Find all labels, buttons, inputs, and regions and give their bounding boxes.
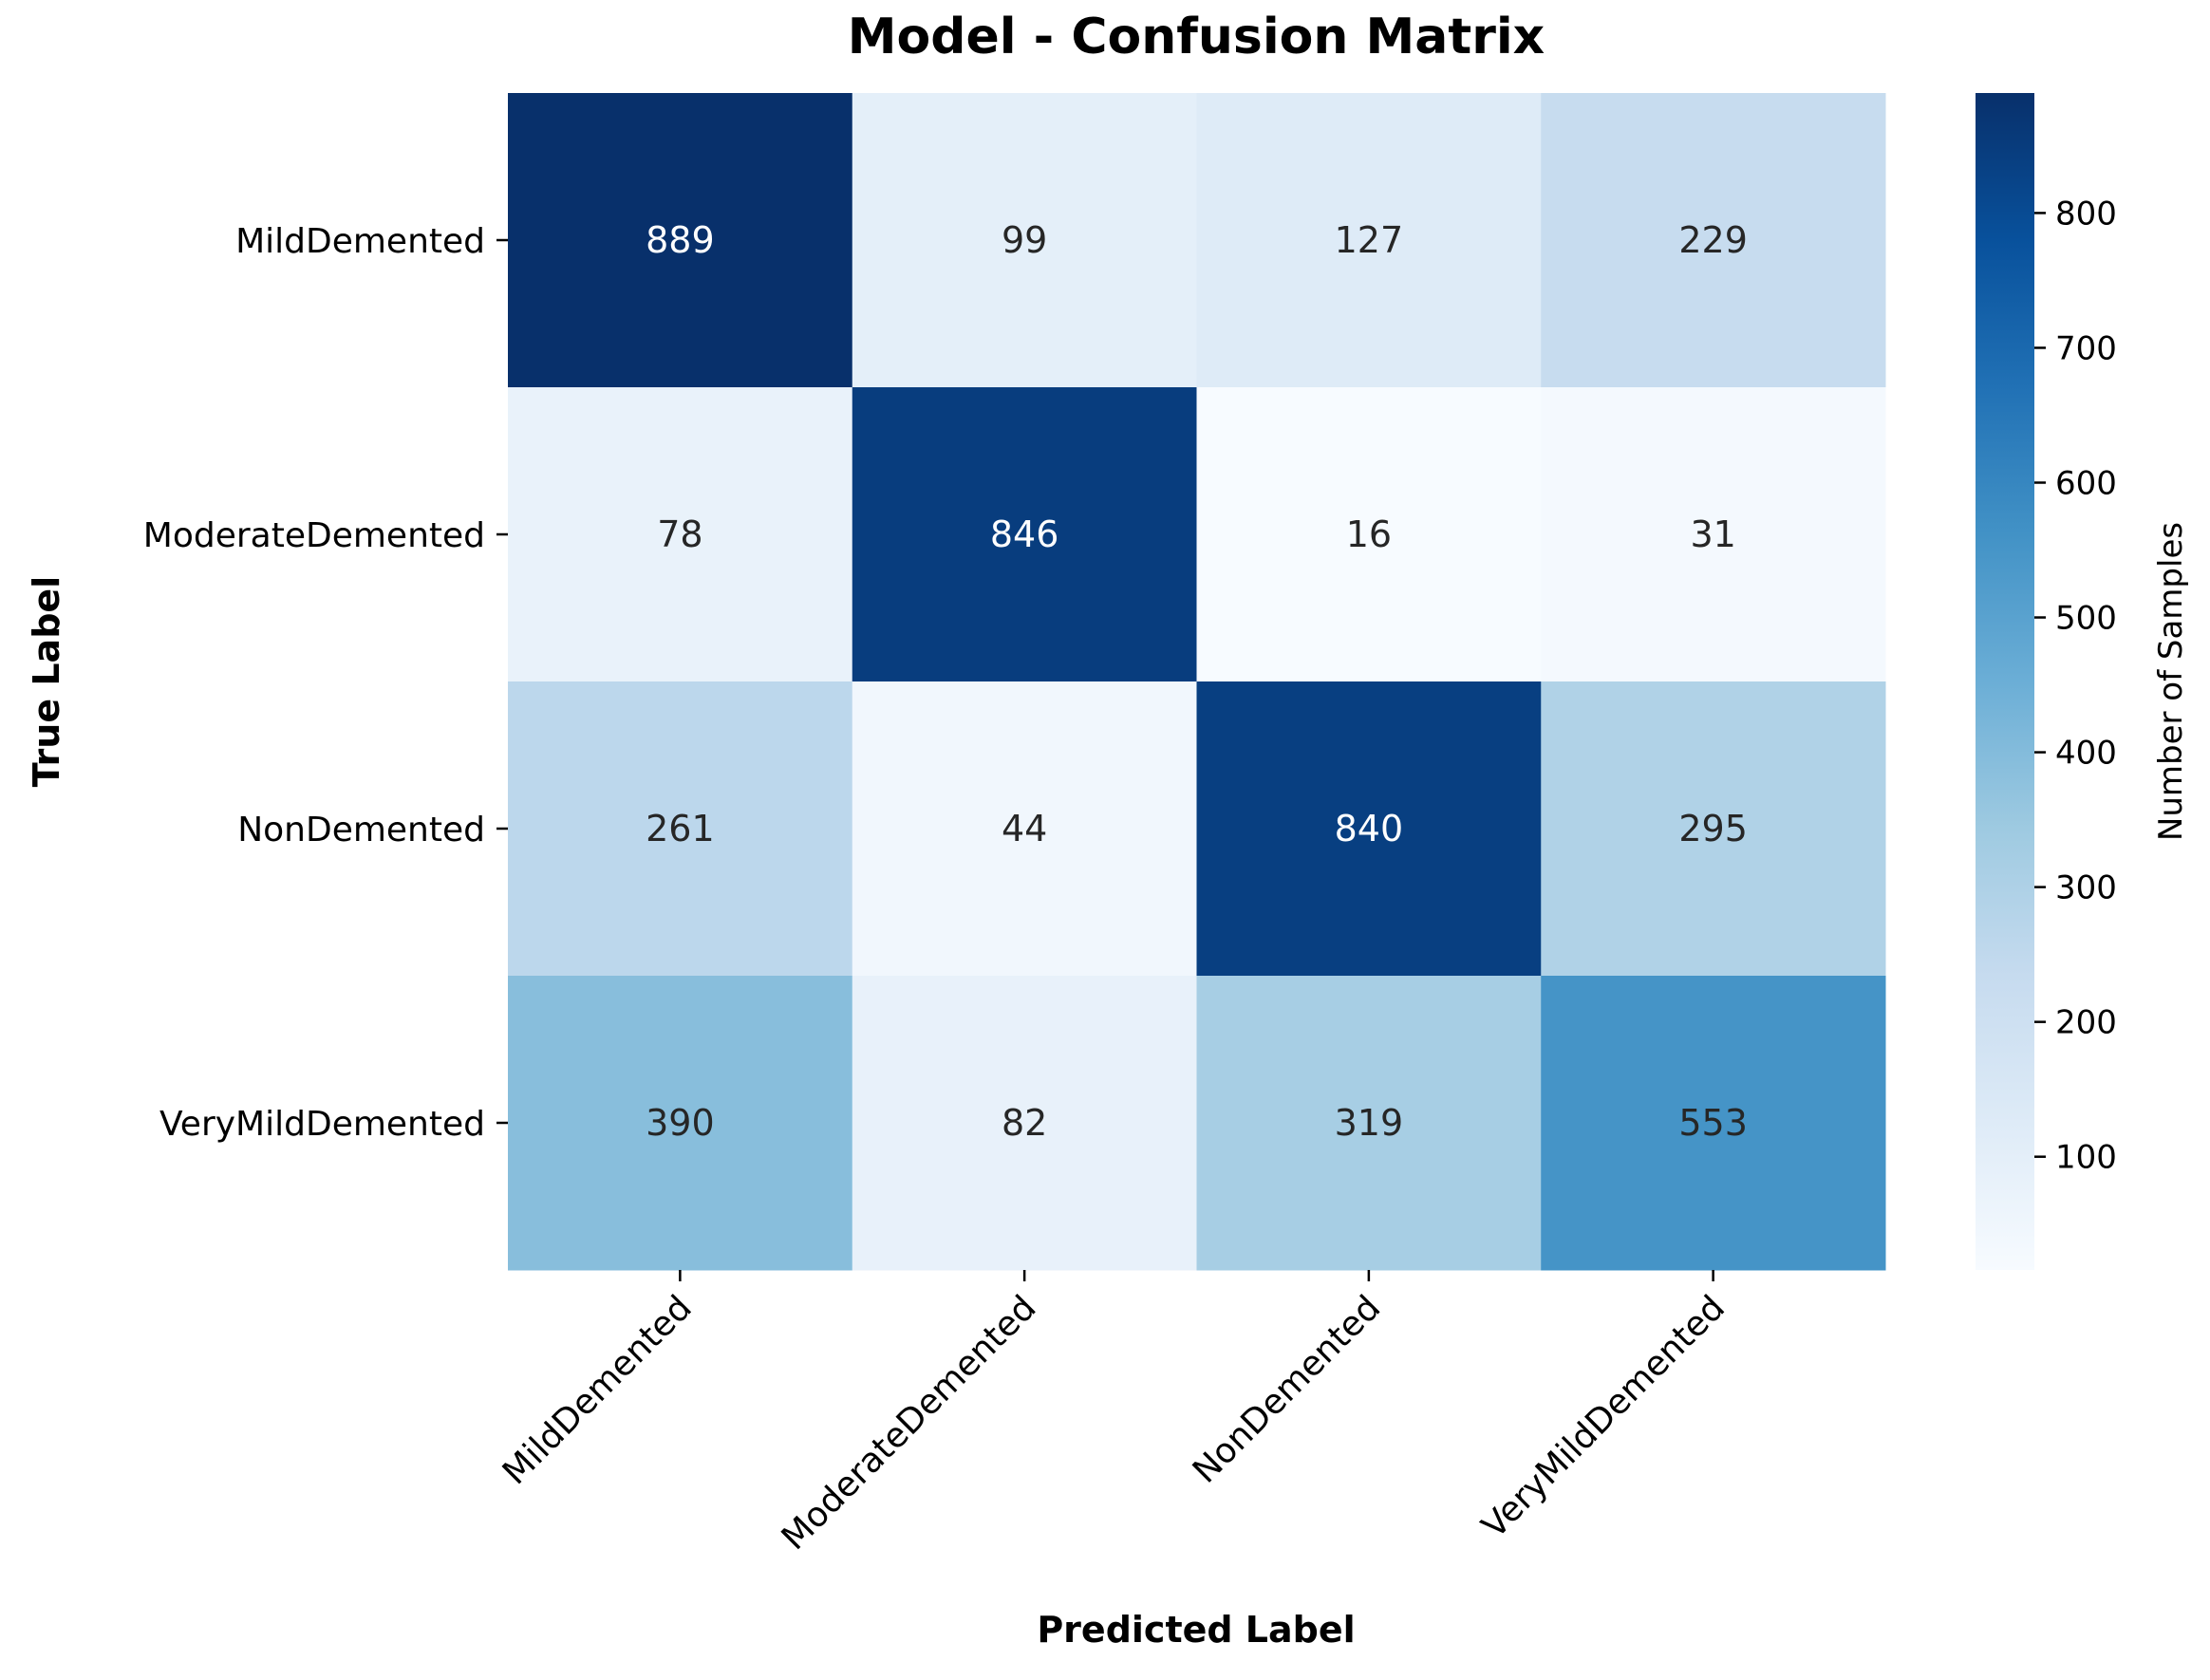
colorbar-tick-label: 400 (2055, 735, 2117, 773)
colorbar-tick-label: 500 (2055, 600, 2117, 638)
heatmap-cells (508, 93, 1886, 1271)
cell-value-label: 44 (1002, 808, 1047, 849)
y-tick-label: ModerateDemented (143, 516, 485, 555)
cell-value-label: 261 (646, 808, 715, 849)
x-tick-label: MildDemented (496, 1288, 700, 1492)
cell-value-label: 127 (1335, 219, 1404, 261)
heatmap-cell (508, 976, 853, 1271)
colorbar: 100 200 300 400 500 600 700 800 (1976, 93, 2117, 1270)
heatmap-cell (1541, 93, 1886, 388)
cell-value-label: 390 (646, 1102, 715, 1144)
x-tick-label: VeryMildDemented (1474, 1288, 1732, 1546)
heatmap-cell (1541, 976, 1886, 1271)
cell-value-label: 31 (1690, 513, 1735, 555)
colorbar-tick-label: 600 (2055, 464, 2117, 502)
colorbar-tick-label: 700 (2055, 329, 2117, 367)
chart-title: Model - Confusion Matrix (848, 9, 1545, 65)
colorbar-gradient (1976, 93, 2034, 1270)
x-axis-label: Predicted Label (1037, 1609, 1355, 1651)
colorbar-label: Number of Samples (2152, 522, 2190, 841)
colorbar-tick-label: 200 (2055, 1004, 2117, 1042)
cell-value-label: 553 (1678, 1102, 1748, 1144)
y-axis: MildDemented ModerateDemented NonDemented V… (143, 222, 508, 1144)
cell-value-label: 99 (1002, 219, 1047, 261)
heatmap-cell-labels: 889 99 127 229 78 846 16 31 261 44 840 295 390 82 319 5… (646, 219, 1748, 1144)
cell-value-label: 78 (657, 513, 702, 555)
cell-value-label: 16 (1346, 513, 1392, 555)
x-tick-label: NonDemented (1186, 1288, 1388, 1490)
colorbar-tick-label: 300 (2055, 869, 2117, 907)
cell-value-label: 846 (990, 513, 1059, 555)
cell-value-label: 295 (1678, 808, 1748, 849)
x-axis: MildDemented ModerateDemented NonDemented V… (496, 1270, 1732, 1558)
heatmap-cell (1541, 387, 1886, 682)
heatmap-cell (852, 976, 1197, 1271)
y-tick-label: NonDemented (237, 811, 485, 849)
colorbar-tick-label: 100 (2055, 1139, 2117, 1177)
heatmap-cell (508, 681, 853, 977)
colorbar-tick-label: 800 (2055, 195, 2117, 233)
heatmap-cell (508, 387, 853, 682)
y-axis-label: True Label (26, 576, 67, 787)
heatmap-cell (1541, 681, 1886, 977)
heatmap-cell (1196, 93, 1542, 388)
heatmap-cell (508, 93, 853, 388)
heatmap-cell (1196, 681, 1542, 977)
cell-value-label: 229 (1678, 219, 1748, 261)
cell-value-label: 82 (1002, 1102, 1047, 1144)
heatmap-cell (852, 387, 1197, 682)
heatmap-cell (1196, 976, 1542, 1271)
heatmap-cell (852, 681, 1197, 977)
cell-value-label: 889 (646, 219, 715, 261)
cell-value-label: 319 (1335, 1102, 1404, 1144)
y-tick-label: VeryMildDemented (159, 1105, 485, 1144)
x-tick-label: ModerateDemented (775, 1288, 1044, 1558)
y-tick-label: MildDemented (235, 222, 485, 261)
cell-value-label: 840 (1335, 808, 1404, 849)
heatmap-cell (1196, 387, 1542, 682)
heatmap-cell (852, 93, 1197, 388)
